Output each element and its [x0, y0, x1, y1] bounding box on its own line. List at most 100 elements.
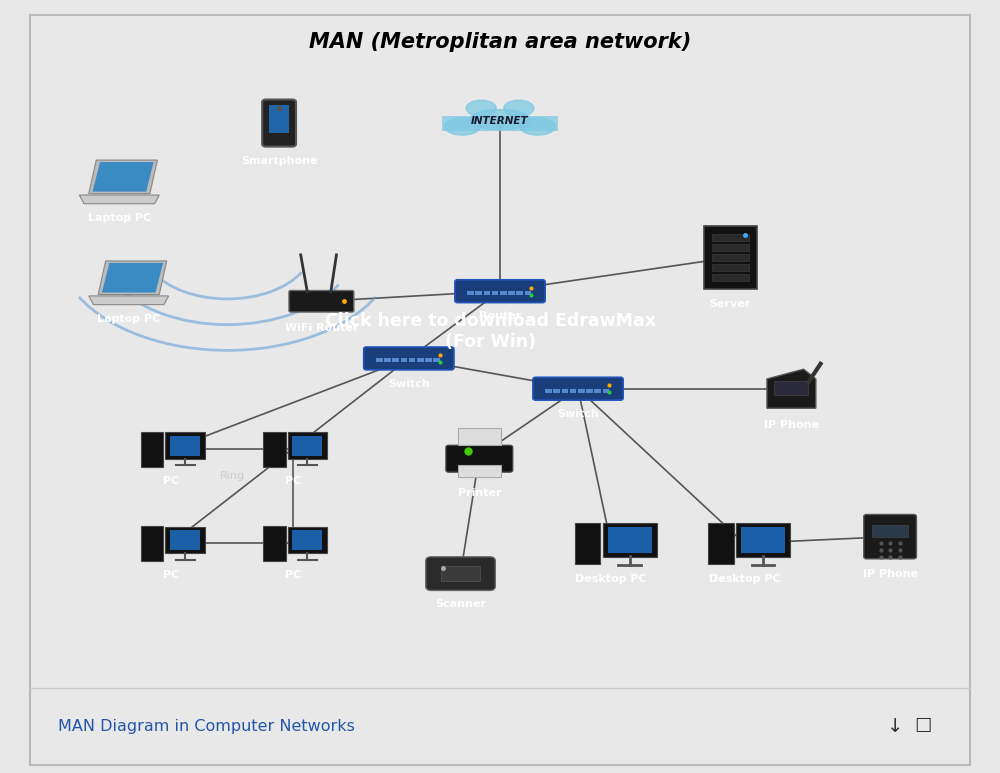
Polygon shape [89, 160, 157, 194]
FancyBboxPatch shape [712, 274, 749, 281]
FancyBboxPatch shape [533, 377, 623, 400]
Text: Switch: Switch [388, 379, 430, 389]
Text: Smartphone: Smartphone [241, 156, 317, 166]
FancyBboxPatch shape [500, 291, 507, 295]
FancyBboxPatch shape [288, 526, 327, 553]
Text: INTERNET: INTERNET [471, 116, 529, 126]
Text: Desktop PC: Desktop PC [709, 574, 780, 584]
FancyBboxPatch shape [708, 523, 734, 564]
Text: Server: Server [710, 298, 751, 308]
FancyBboxPatch shape [384, 359, 391, 363]
FancyBboxPatch shape [364, 347, 454, 369]
FancyBboxPatch shape [594, 389, 601, 393]
Text: MAN Diagram in Computer Networks: MAN Diagram in Computer Networks [58, 719, 355, 734]
Text: MAN (Metroplitan area network): MAN (Metroplitan area network) [309, 32, 691, 53]
Polygon shape [79, 195, 159, 204]
FancyBboxPatch shape [442, 116, 558, 131]
Text: Laptop PC: Laptop PC [88, 213, 151, 223]
FancyBboxPatch shape [603, 389, 609, 393]
Text: PC: PC [285, 570, 301, 581]
FancyBboxPatch shape [467, 291, 474, 295]
Polygon shape [98, 261, 167, 295]
Ellipse shape [469, 110, 531, 130]
FancyBboxPatch shape [170, 530, 200, 550]
FancyBboxPatch shape [165, 432, 205, 459]
FancyBboxPatch shape [872, 525, 908, 536]
FancyBboxPatch shape [525, 291, 531, 295]
FancyBboxPatch shape [401, 359, 407, 363]
Text: PC: PC [163, 570, 179, 581]
Text: Desktop PC: Desktop PC [575, 574, 647, 584]
FancyBboxPatch shape [141, 526, 163, 561]
Text: PC: PC [163, 476, 179, 486]
FancyBboxPatch shape [269, 105, 289, 133]
FancyBboxPatch shape [458, 427, 501, 444]
Text: Click here to download EdrawMax
(For Win): Click here to download EdrawMax (For Win… [325, 312, 656, 351]
FancyBboxPatch shape [376, 359, 383, 363]
FancyBboxPatch shape [441, 567, 480, 581]
FancyBboxPatch shape [446, 445, 513, 472]
Text: ↓: ↓ [887, 717, 903, 736]
FancyBboxPatch shape [289, 291, 354, 312]
Text: Laptop PC: Laptop PC [97, 314, 160, 324]
FancyBboxPatch shape [492, 291, 498, 295]
FancyBboxPatch shape [516, 291, 523, 295]
FancyBboxPatch shape [603, 523, 657, 557]
FancyBboxPatch shape [712, 234, 749, 240]
Polygon shape [89, 296, 169, 305]
Text: Ring: Ring [220, 471, 245, 481]
FancyBboxPatch shape [774, 380, 808, 396]
Polygon shape [767, 369, 816, 408]
FancyBboxPatch shape [586, 389, 593, 393]
FancyBboxPatch shape [288, 432, 327, 459]
FancyBboxPatch shape [553, 389, 560, 393]
FancyBboxPatch shape [458, 465, 501, 477]
FancyBboxPatch shape [578, 389, 585, 393]
Text: Scanner: Scanner [435, 598, 486, 608]
Ellipse shape [466, 100, 496, 116]
FancyBboxPatch shape [141, 432, 163, 467]
FancyBboxPatch shape [433, 359, 440, 363]
Ellipse shape [445, 117, 480, 135]
FancyBboxPatch shape [170, 436, 200, 456]
FancyBboxPatch shape [562, 389, 568, 393]
FancyBboxPatch shape [417, 359, 424, 363]
Text: Switch: Switch [557, 409, 599, 419]
FancyBboxPatch shape [165, 526, 205, 553]
Text: PC: PC [285, 476, 301, 486]
FancyBboxPatch shape [864, 515, 916, 559]
Text: IP Phone: IP Phone [764, 421, 819, 431]
FancyBboxPatch shape [475, 291, 482, 295]
FancyBboxPatch shape [741, 526, 785, 553]
Text: WiFi Router: WiFi Router [285, 323, 358, 333]
FancyBboxPatch shape [608, 526, 652, 553]
FancyBboxPatch shape [392, 359, 399, 363]
Polygon shape [102, 263, 163, 292]
FancyBboxPatch shape [484, 291, 490, 295]
Ellipse shape [520, 117, 555, 135]
Text: Printer: Printer [458, 489, 501, 499]
FancyBboxPatch shape [545, 389, 552, 393]
FancyBboxPatch shape [508, 291, 515, 295]
FancyBboxPatch shape [425, 359, 432, 363]
FancyBboxPatch shape [575, 523, 600, 564]
FancyBboxPatch shape [712, 254, 749, 261]
Text: ☐: ☐ [914, 717, 932, 736]
FancyBboxPatch shape [712, 244, 749, 250]
FancyBboxPatch shape [426, 557, 495, 591]
FancyBboxPatch shape [712, 264, 749, 271]
FancyBboxPatch shape [263, 526, 286, 561]
FancyBboxPatch shape [736, 523, 790, 557]
Text: IP Phone: IP Phone [863, 569, 918, 579]
Text: Router: Router [479, 312, 521, 322]
FancyBboxPatch shape [704, 226, 757, 289]
Ellipse shape [504, 100, 534, 116]
Polygon shape [93, 162, 154, 192]
FancyBboxPatch shape [263, 432, 286, 467]
FancyBboxPatch shape [409, 359, 415, 363]
FancyBboxPatch shape [455, 280, 545, 302]
FancyBboxPatch shape [292, 436, 322, 456]
FancyBboxPatch shape [292, 530, 322, 550]
FancyBboxPatch shape [570, 389, 576, 393]
FancyBboxPatch shape [262, 100, 296, 147]
